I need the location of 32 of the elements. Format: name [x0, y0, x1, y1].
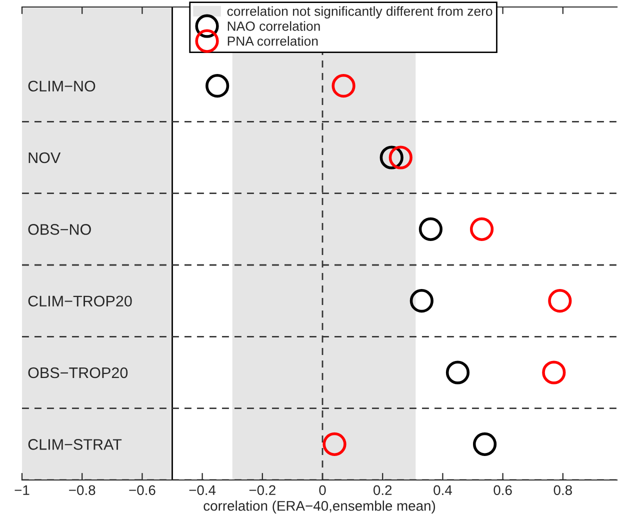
point: [472, 432, 497, 456]
y-tick-label: CLIM−STRAT: [28, 439, 122, 450]
x-tick-label: 0: [319, 485, 326, 496]
x-tick-label: 0.2: [373, 485, 392, 496]
point: [542, 360, 566, 384]
legend-label: NAO correlation: [228, 21, 320, 31]
point: [388, 146, 412, 170]
point: [410, 289, 434, 313]
point: [380, 146, 404, 170]
y-tick-label: NOV: [28, 152, 61, 164]
point: [322, 432, 346, 456]
point: [418, 217, 442, 241]
band-label: correlation not significantly different from zero: [227, 6, 492, 19]
x-tick-label: −0.4: [189, 485, 216, 496]
y-tick-label: OBS−TROP20: [28, 367, 128, 378]
x-tick-label: −0.2: [249, 485, 276, 496]
x-axis-title: correlation (ERA−40,ensemble mean): [204, 500, 436, 514]
y-tick-label: OBS−NO: [28, 224, 91, 235]
point: [470, 217, 494, 241]
x-tick-label: −1: [14, 485, 30, 495]
x-tick-label: 0.6: [494, 485, 512, 496]
x-tick-label: 0.8: [554, 485, 572, 496]
point: [548, 289, 572, 313]
x-tick-label: −0.8: [69, 485, 96, 496]
point: [332, 74, 356, 98]
x-tick-label: −0.6: [129, 485, 156, 496]
point: [206, 74, 230, 98]
x-tick-label: 0.4: [434, 485, 452, 496]
point: [446, 360, 470, 384]
y-tick-label: CLIM−TROP20: [28, 296, 132, 307]
y-tick-label: CLIM−NO: [28, 80, 96, 92]
legend-label: PNA correlation: [228, 36, 318, 46]
